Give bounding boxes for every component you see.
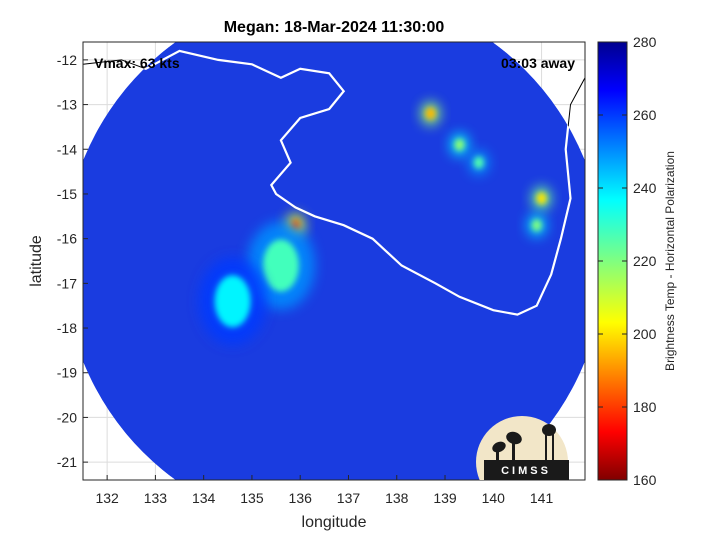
chart-title: Megan: 18-Mar-2024 11:30:00 [224, 19, 445, 36]
feature-core [454, 138, 465, 151]
colorbar-tick-label: 160 [633, 472, 657, 488]
colorbar-tick-label: 180 [633, 399, 657, 415]
x-tick-label: 136 [289, 490, 313, 506]
y-tick-label: -14 [57, 141, 77, 157]
cimss-logo-banner [484, 460, 569, 480]
x-axis-label: longitude [302, 514, 367, 531]
convection-features [198, 101, 552, 346]
y-tick-label: -12 [57, 52, 77, 68]
colorbar-label: Brightness Temp - Horizontal Polarizatio… [663, 151, 677, 371]
feature-core [531, 219, 542, 232]
colorbar-tick-label: 240 [633, 180, 657, 196]
time-away-annotation: 03:03 away [501, 55, 575, 71]
x-tick-label: 138 [385, 490, 409, 506]
y-tick-labels: -12 -13 -14 -15 -16 -17 -18 -19 -20 -21 [57, 52, 88, 470]
colorbar-tick-label: 280 [633, 34, 657, 50]
vmax-annotation: Vmax: 63 kts [94, 55, 180, 71]
feature-core [214, 275, 251, 328]
y-tick-label: -20 [57, 409, 77, 425]
swath-disc [83, 42, 585, 480]
y-tick-label: -19 [57, 365, 77, 381]
x-tick-label: 140 [482, 490, 506, 506]
x-tick-labels: 132 133 134 135 136 137 138 139 140 141 [95, 475, 553, 506]
x-tick-label: 133 [144, 490, 168, 506]
x-tick-label: 135 [240, 490, 264, 506]
cimss-logo: CIMSS [476, 416, 569, 480]
coastline-on-swath [83, 49, 585, 316]
x-tick-label: 137 [337, 490, 361, 506]
x-tick-label: 134 [192, 490, 216, 506]
colorbar-tick-label: 200 [633, 326, 657, 342]
colorbar-tick-label: 220 [633, 253, 657, 269]
y-axis-label: latitude [28, 235, 45, 287]
y-tick-label: -21 [57, 454, 77, 470]
y-tick-label: -16 [57, 231, 77, 247]
plot-frame [82, 41, 586, 481]
y-tick-label: -15 [57, 186, 77, 202]
y-tick-label: -17 [57, 275, 77, 291]
y-tick-label: -13 [57, 97, 77, 113]
feature-core [536, 192, 547, 205]
y-tick-label: -18 [57, 320, 77, 336]
feature-core [425, 107, 436, 120]
x-tick-label: 132 [95, 490, 119, 506]
feature-core [473, 156, 484, 169]
colorbar-tick-label: 260 [633, 107, 657, 123]
x-tick-label: 139 [433, 490, 457, 506]
feature-core [262, 239, 299, 292]
colorbar-ticks: 160 180 200 220 240 260 280 [598, 34, 657, 488]
cimss-logo-text: CIMSS [501, 465, 551, 477]
x-tick-label: 141 [530, 490, 554, 506]
